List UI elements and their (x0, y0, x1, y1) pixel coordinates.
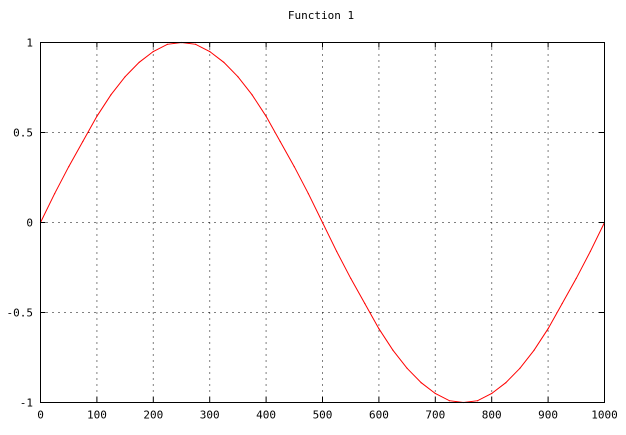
data-point (82, 140, 84, 143)
data-point (321, 221, 324, 224)
data-point (293, 166, 295, 168)
data-point (378, 328, 380, 330)
data-point (124, 76, 126, 78)
data-point (279, 140, 281, 143)
data-point (448, 400, 450, 402)
data-point (195, 43, 197, 45)
data-point (251, 94, 253, 96)
data-point (519, 367, 521, 369)
chart-title: Function 1 (288, 9, 354, 22)
data-point (561, 302, 563, 305)
data-point (68, 166, 70, 168)
y-tick-label: 0.5 (13, 127, 33, 140)
y-tick-label: 0 (26, 217, 33, 230)
x-axis-tick-labels: 0 100 200 300 400 500 600 700 800 900 1000 (37, 409, 618, 422)
data-point (237, 76, 239, 78)
data-point (166, 43, 168, 45)
data-point (505, 382, 507, 384)
x-tick-label: 0 (37, 409, 44, 422)
data-point (54, 193, 56, 195)
x-tick-label: 800 (482, 409, 502, 422)
data-point (575, 277, 577, 279)
data-point (265, 115, 267, 117)
data-point (547, 328, 549, 330)
x-tick-label: 200 (143, 409, 163, 422)
x-tick-label: 1000 (591, 409, 618, 422)
data-point (307, 193, 309, 195)
data-point (223, 61, 225, 63)
y-tick-label: 1 (26, 37, 33, 50)
data-point (336, 250, 338, 252)
data-point (420, 382, 422, 384)
data-point (392, 349, 394, 351)
data-point (406, 367, 408, 369)
y-axis-tick-labels: 1 0.5 0 -0.5 -1 (7, 37, 34, 410)
data-point (350, 277, 352, 279)
x-tick-label: 400 (256, 409, 276, 422)
data-point (209, 50, 211, 53)
y-tick-label: -0.5 (7, 307, 34, 320)
data-point (533, 349, 535, 351)
data-point (96, 115, 98, 117)
data-point (477, 400, 479, 402)
data-point (152, 50, 154, 53)
x-tick-label: 600 (369, 409, 389, 422)
data-point (110, 94, 112, 96)
data-point (589, 250, 592, 252)
x-tick-label: 100 (87, 409, 107, 422)
data-point (364, 302, 366, 305)
data-point (434, 392, 436, 395)
x-tick-label: 500 (313, 409, 333, 422)
tick-marks (40, 42, 605, 403)
x-tick-label: 300 (200, 409, 220, 422)
x-tick-label: 900 (538, 409, 558, 422)
x-tick-label: 700 (425, 409, 445, 422)
y-tick-label: -1 (20, 397, 33, 410)
data-point (138, 61, 140, 63)
data-point (491, 392, 493, 395)
